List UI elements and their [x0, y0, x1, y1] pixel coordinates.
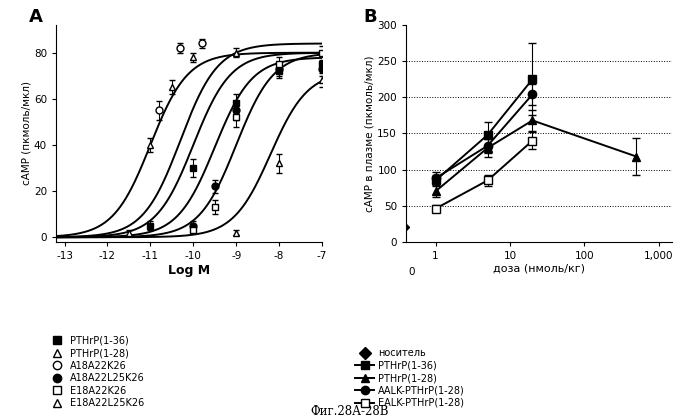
Text: A: A — [29, 8, 43, 26]
Legend: носитель, PTHrP(1-36), PTHrP(1-28), AALK-PTHrP(1-28), EALK-PTHrP(1-28): носитель, PTHrP(1-36), PTHrP(1-28), AALK… — [355, 348, 465, 408]
X-axis label: доза (нмоль/кг): доза (нмоль/кг) — [493, 264, 585, 274]
X-axis label: Log M: Log M — [168, 264, 210, 276]
Text: B: B — [363, 8, 377, 26]
Y-axis label: cAMP (пкмоль/мкл): cAMP (пкмоль/мкл) — [21, 81, 31, 186]
Text: 0: 0 — [409, 267, 415, 277]
Legend: PTHrP(1-36), PTHrP(1-28), A18A22K26, A18A22L25K26, E18A22K26, E18A22L25K26: PTHrP(1-36), PTHrP(1-28), A18A22K26, A18… — [47, 336, 145, 408]
Y-axis label: cAMP в плазме (пкмоль/мкл): cAMP в плазме (пкмоль/мкл) — [365, 55, 374, 212]
Text: Фиг.28А-28В: Фиг.28А-28В — [311, 405, 389, 417]
